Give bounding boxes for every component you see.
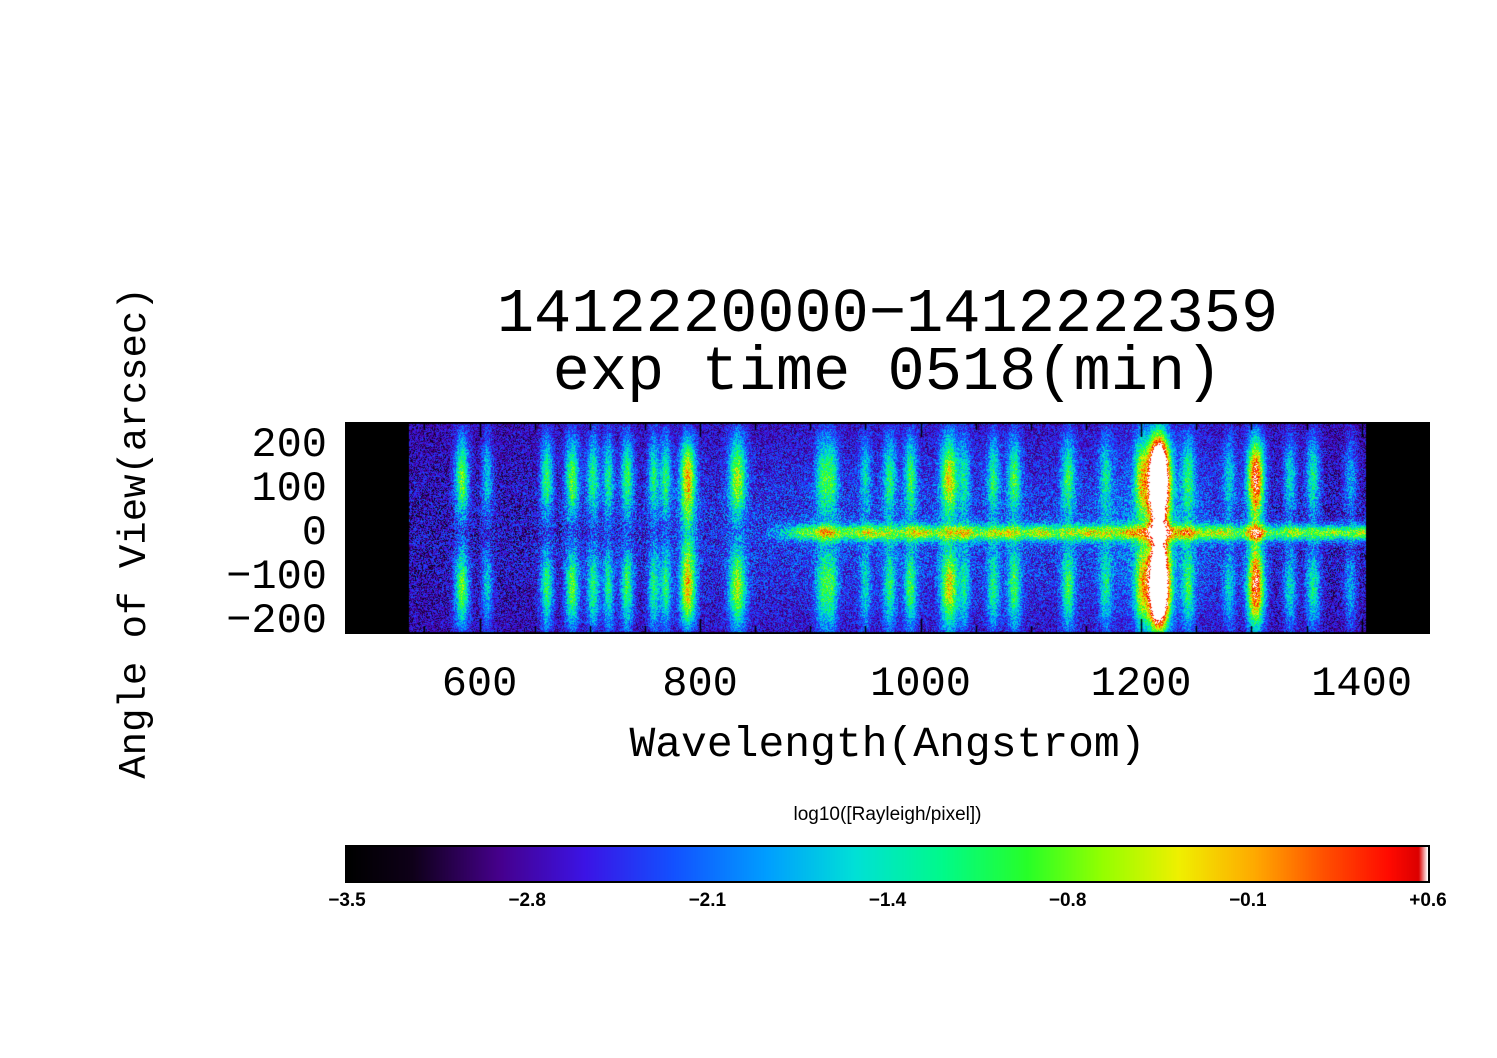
plot-title-line2: exp time 0518(min)	[552, 337, 1223, 408]
colorbar	[345, 845, 1430, 883]
colorbar-tick-label: −1.4	[868, 890, 907, 911]
y-tick-label: 0	[301, 508, 327, 557]
colorbar-tick-label: −2.8	[508, 890, 546, 911]
x-tick-label: 1400	[1311, 660, 1413, 708]
x-tick-label: 800	[662, 660, 738, 708]
colorbar-tick-label: +0.6	[1409, 890, 1447, 911]
y-axis-label: Angle of View(arcsec)	[113, 287, 157, 779]
colorbar-label: log10([Rayleigh/pixel])	[793, 804, 982, 825]
plot-title-line1: 1412220000−1412222359	[496, 279, 1279, 350]
y-tick-label: 100	[251, 464, 327, 513]
x-tick-label: 600	[441, 660, 518, 708]
colorbar-tick-label: −3.5	[328, 890, 366, 911]
colorbar-gradient	[347, 847, 1428, 881]
x-axis-label: Wavelength(Angstrom)	[629, 720, 1146, 769]
y-tick-label: −100	[226, 552, 327, 601]
spectrogram-heatmap	[345, 422, 1430, 634]
y-tick-label: 200	[251, 420, 327, 469]
x-tick-label: 1200	[1090, 660, 1192, 708]
colorbar-tick-label: −0.1	[1229, 890, 1267, 911]
x-tick-label: 1000	[870, 660, 971, 708]
colorbar-tick-label: −2.1	[688, 890, 727, 911]
y-tick-label: −200	[226, 596, 327, 645]
colorbar-tick-label: −0.8	[1048, 890, 1087, 911]
